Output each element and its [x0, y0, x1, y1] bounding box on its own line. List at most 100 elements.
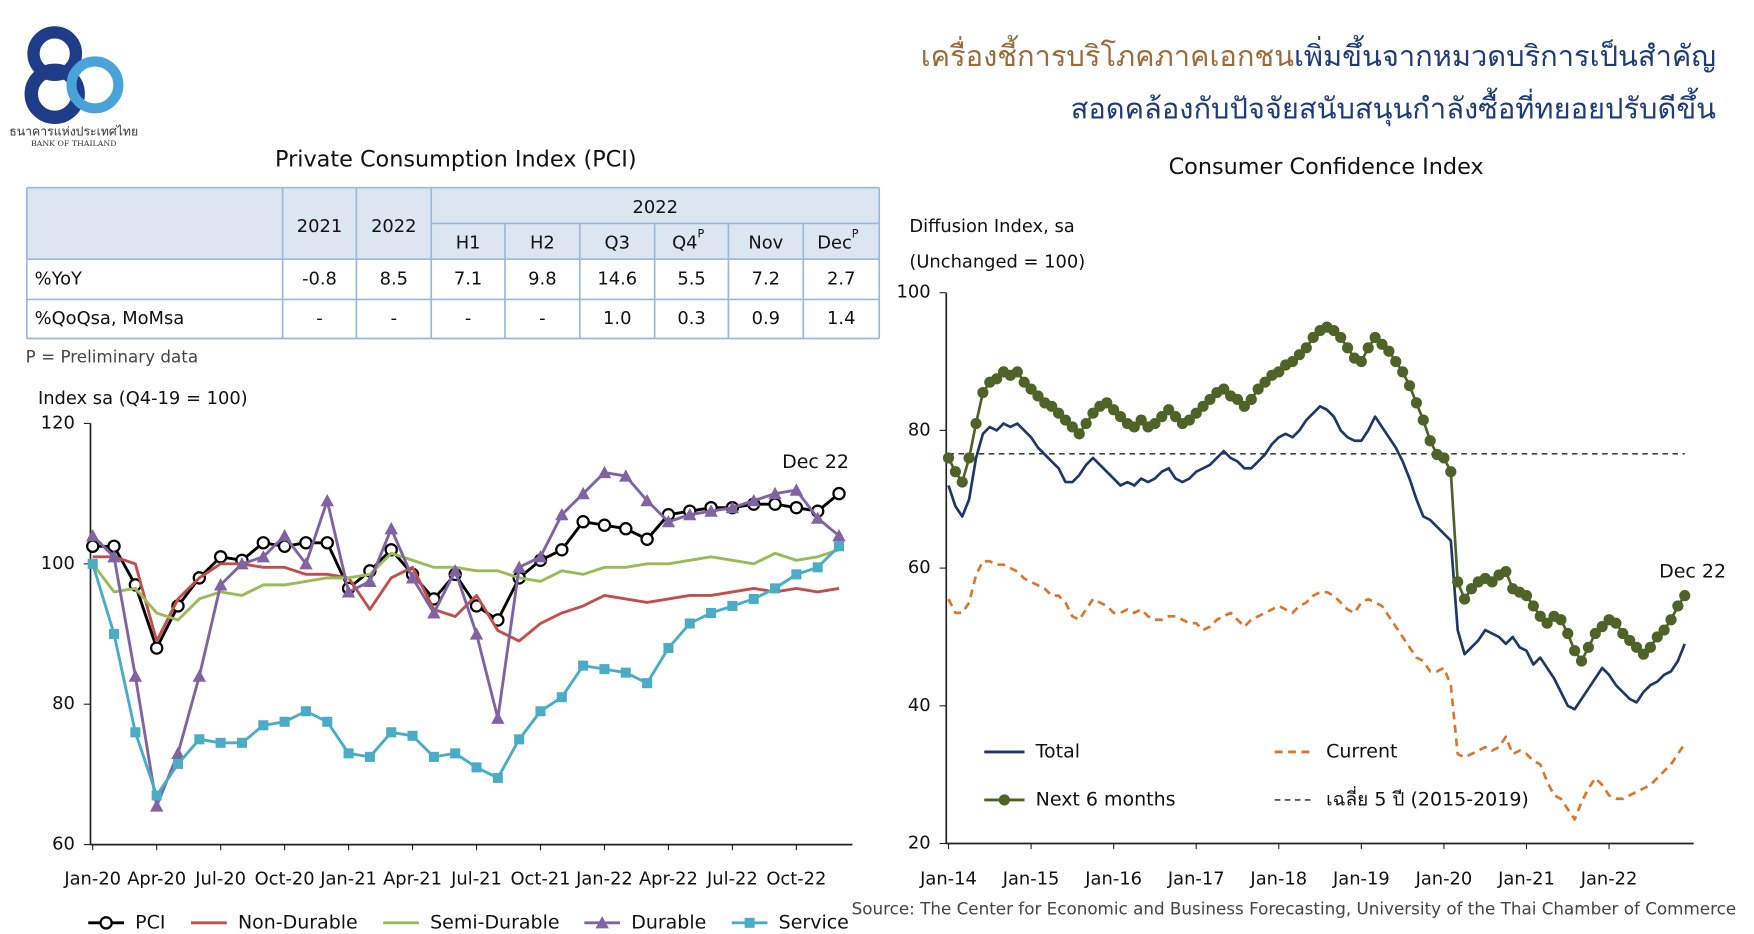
- marker: [768, 486, 782, 500]
- legend-label: Current: [1326, 740, 1397, 762]
- marker: [812, 562, 823, 573]
- marker: [619, 522, 633, 536]
- marker: [1114, 411, 1127, 423]
- marker: [597, 518, 612, 532]
- marker: [1108, 404, 1120, 416]
- marker: [213, 550, 228, 564]
- legend-label: Non-Durable: [238, 911, 358, 933]
- marker: [1018, 376, 1030, 388]
- table-cell: 2.7: [827, 268, 855, 289]
- marker: [1245, 393, 1257, 406]
- marker: [556, 692, 567, 703]
- marker: [791, 569, 802, 580]
- marker: [512, 560, 526, 573]
- marker: [1390, 355, 1402, 368]
- y-tick-label: 60: [52, 834, 75, 855]
- marker: [1087, 407, 1099, 419]
- table-cell: 14.6: [597, 268, 637, 289]
- table-cell: 9.8: [528, 268, 556, 289]
- x-tick-label: Jan-14: [919, 868, 977, 889]
- marker: [149, 799, 164, 812]
- table-cell: -0.8: [302, 268, 337, 289]
- x-tick-label: Oct-21: [510, 868, 570, 889]
- marker: [1403, 380, 1416, 392]
- marker: [151, 790, 162, 801]
- marker: [1500, 565, 1512, 578]
- table-column-header: DecP: [817, 228, 859, 254]
- marker: [1273, 366, 1285, 378]
- table-row-label: %YoY: [35, 268, 82, 289]
- marker: [1562, 627, 1574, 640]
- table-group-header: 2022: [633, 197, 678, 218]
- marker: [1589, 627, 1601, 640]
- marker: [300, 706, 311, 717]
- marker: [1163, 404, 1175, 416]
- marker: [1575, 655, 1588, 667]
- marker: [1610, 617, 1622, 629]
- marker: [1369, 331, 1381, 344]
- marker: [599, 664, 610, 675]
- marker: [469, 627, 484, 640]
- marker: [1204, 393, 1216, 406]
- x-tick-label: Apr-20: [127, 868, 186, 889]
- marker: [1410, 397, 1422, 409]
- y-tick-label: 80: [908, 419, 931, 440]
- marker: [492, 772, 503, 783]
- series-line: [91, 545, 841, 797]
- marker: [1032, 390, 1044, 402]
- title-part: เพิ่มขึ้นจากหมวดบริการเป็นสำคัญ: [1294, 35, 1716, 73]
- marker: [235, 557, 249, 570]
- marker: [258, 720, 269, 731]
- table-column-header: Q4P: [672, 228, 704, 254]
- marker: [320, 493, 334, 507]
- marker: [1252, 383, 1264, 395]
- marker: [1658, 624, 1670, 636]
- marker: [128, 669, 143, 682]
- marker: [1555, 614, 1567, 626]
- marker: [1438, 452, 1450, 464]
- x-tick-label: Jan-16: [1084, 868, 1142, 889]
- legend-marker: [998, 794, 1010, 806]
- marker: [640, 493, 654, 507]
- table-cell: 0.9: [752, 308, 780, 329]
- marker: [1053, 407, 1065, 419]
- y-tick-label: 100: [41, 553, 75, 574]
- table-cell: -: [539, 308, 545, 329]
- y-tick-label: 100: [897, 282, 931, 303]
- legend-label: เฉลี่ย 5 ปี (2015-2019): [1326, 785, 1529, 810]
- table-column-header: 2021: [297, 216, 342, 237]
- table-column-header: H2: [530, 233, 555, 254]
- marker: [171, 746, 185, 759]
- marker: [991, 373, 1003, 385]
- marker: [194, 734, 205, 745]
- table-cell: 0.3: [677, 308, 705, 329]
- marker: [405, 571, 420, 584]
- x-tick-label: Oct-20: [255, 868, 315, 889]
- marker: [299, 536, 313, 550]
- marker: [471, 762, 482, 773]
- marker: [1293, 349, 1306, 361]
- marker: [1637, 648, 1650, 660]
- table-cell: -: [316, 308, 322, 329]
- y-tick-label: 80: [52, 693, 75, 714]
- marker: [87, 558, 98, 569]
- series-line: [92, 492, 840, 650]
- marker: [747, 493, 761, 507]
- marker: [407, 730, 418, 741]
- marker: [450, 748, 461, 759]
- column-label: Dec: [817, 233, 852, 254]
- marker: [642, 678, 653, 689]
- marker: [192, 669, 207, 682]
- marker: [1452, 576, 1464, 588]
- marker: [1362, 342, 1374, 354]
- marker: [341, 585, 356, 598]
- marker: [1445, 466, 1457, 478]
- x-tick-label: Jan-21: [1497, 868, 1555, 889]
- marker: [1424, 435, 1436, 447]
- marker: [949, 466, 961, 478]
- legend-label: Next 6 months: [1036, 788, 1176, 810]
- marker: [1465, 583, 1478, 595]
- marker: [576, 515, 590, 529]
- table-column-header: Nov: [748, 233, 783, 254]
